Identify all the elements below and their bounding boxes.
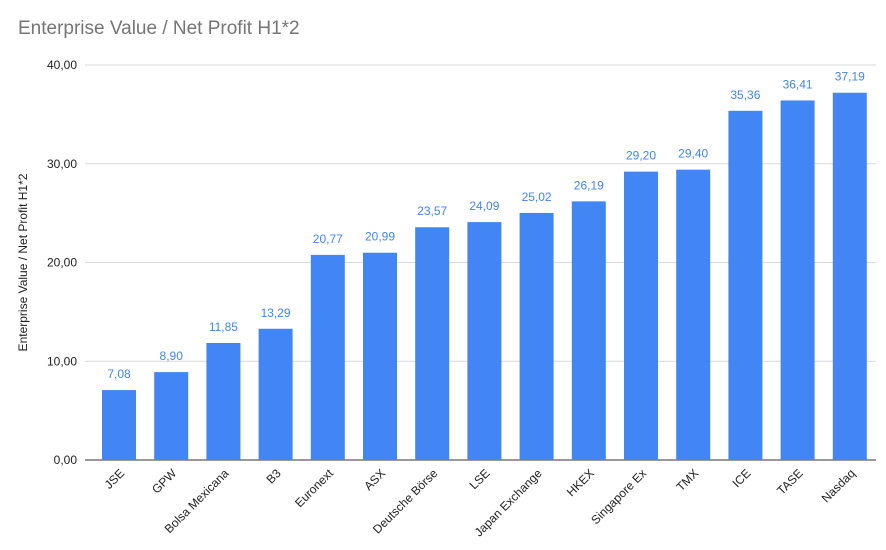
data-label: 25,02 [522,190,552,204]
data-label: 26,19 [574,178,604,192]
chart-title: Enterprise Value / Net Profit H1*2 [18,18,300,39]
data-label: 13,29 [261,306,291,320]
x-tick-label: JSE [102,466,127,491]
y-tick-label: 30,00 [47,157,77,171]
x-tick-label: B3 [263,466,284,487]
bar [258,328,293,460]
y-tick-label: 0,00 [54,453,78,467]
x-tick-label: Euronext [292,466,336,510]
y-tick-label: 40,00 [47,58,77,72]
data-label: 8,90 [160,349,184,363]
x-tick-label: Nasdaq [819,466,858,505]
bar [676,169,711,461]
data-label: 7,08 [107,367,131,381]
bar [363,252,397,460]
x-tick-label: TMX [674,466,702,494]
data-label: 29,20 [626,149,656,163]
x-tick-label: LSE [467,466,493,492]
x-tick-label: ASX [361,466,388,493]
bar [310,254,345,460]
bar [728,110,763,460]
bar [624,171,658,460]
data-label: 23,57 [417,204,447,218]
x-tick-label: ICE [729,466,753,490]
y-tick-label: 20,00 [47,256,77,270]
data-label: 37,19 [835,70,865,84]
y-axis-label: Enterprise Value / Net Profit H1*2 [16,173,30,351]
bar [206,342,241,460]
data-label: 24,09 [469,199,499,213]
bar [832,92,867,460]
data-label: 20,99 [365,230,395,244]
data-label: 35,36 [730,88,760,102]
data-label: 29,40 [678,147,708,161]
y-tick-label: 10,00 [47,354,77,368]
x-tick-label: Singapore Ex [588,466,649,527]
bar [154,372,189,460]
bars [102,92,867,461]
x-tick-label: GPW [149,466,180,497]
y-axis-ticks: 0,00 10,00 20,00 30,00 40,00 [47,58,77,467]
data-label: 11,85 [209,320,238,334]
x-tick-label: TASE [774,466,805,497]
data-labels: 7,08 8,90 11,85 13,29 20,77 20,99 23,57 24,09 25… [107,70,865,381]
bar [780,100,815,461]
bar [519,212,554,460]
bar [571,201,606,460]
x-tick-label: HKEX [564,466,597,499]
data-label: 20,77 [313,232,343,246]
bar [415,227,450,460]
bar [467,222,502,460]
data-label: 36,41 [783,77,813,91]
bar [102,390,136,460]
